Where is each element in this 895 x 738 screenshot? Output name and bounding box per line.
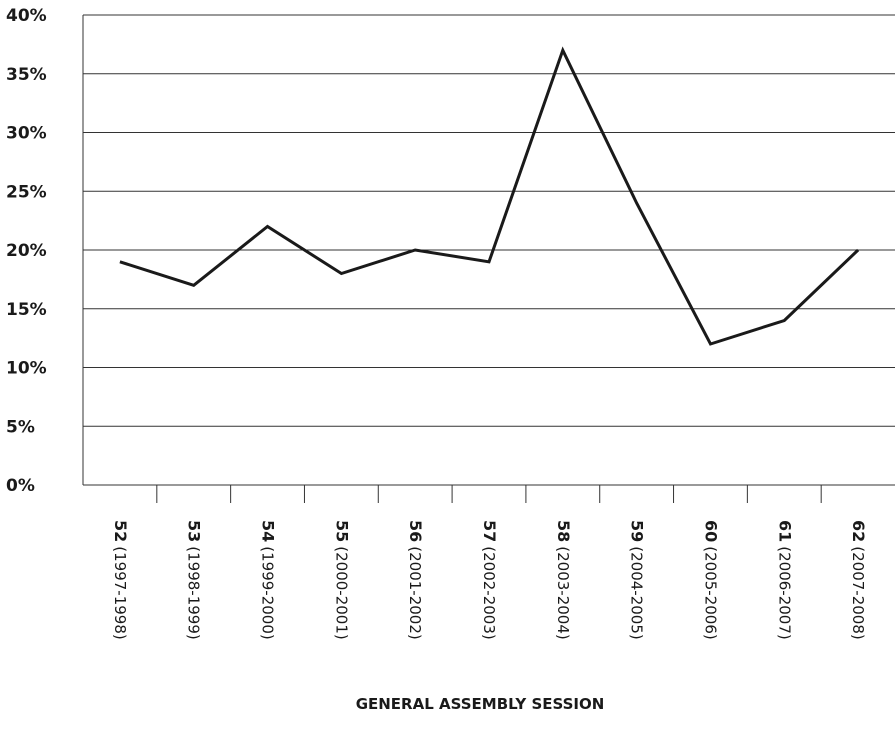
x-tick-years: (2002-2003) — [480, 546, 498, 639]
series-line — [119, 46, 860, 346]
x-tick-label: 58 (2003-2004) — [554, 520, 573, 640]
x-tick-session: 52 — [111, 520, 130, 542]
x-tick-label: 56 (2001-2002) — [406, 520, 425, 640]
x-tick-label: 54 (1999-2000) — [259, 520, 278, 640]
x-tick-session: 59 — [628, 520, 647, 542]
x-tick-label: 62 (2007-2008) — [849, 520, 868, 640]
x-tick-session: 56 — [406, 520, 425, 542]
x-tick-label: 59 (2004-2005) — [628, 520, 647, 640]
x-tick-label: 52 (1997-1998) — [111, 520, 130, 640]
y-tick-label: 10% — [6, 359, 47, 379]
x-tick-label: 57 (2002-2003) — [480, 520, 499, 640]
x-tick-label: 60 (2005-2006) — [701, 520, 720, 640]
y-tick-label: 15% — [6, 300, 47, 320]
x-axis — [156, 485, 822, 503]
x-axis-tick-labels: 52(1997-1998)53(1998-1999)54(1999-2000)5… — [111, 520, 868, 640]
x-tick-years: (2001-2002) — [406, 546, 424, 639]
x-tick-session: 55 — [332, 520, 351, 542]
y-tick-label: 25% — [6, 182, 47, 202]
y-axis-tick-labels: 0% 5% 10% 15% 20% 25% 30% 35% 40% — [6, 6, 47, 496]
x-tick-session: 60 — [701, 520, 720, 542]
x-tick-years: (1997-1998) — [111, 546, 129, 639]
y-tick-label: 35% — [6, 65, 47, 85]
x-tick-session: 61 — [775, 520, 794, 542]
y-tick-label: 30% — [6, 124, 47, 144]
x-tick-years: (2004-2005) — [628, 546, 646, 639]
y-tick-label: 5% — [6, 417, 35, 437]
series-layer — [119, 46, 860, 346]
x-tick-label: 55 (2000-2001) — [332, 520, 351, 640]
x-tick-years: (1998-1999) — [185, 546, 203, 639]
x-tick-years: (2005-2006) — [701, 546, 719, 639]
x-tick-years: (2003-2004) — [554, 546, 572, 639]
y-tick-label: 40% — [6, 6, 47, 26]
x-tick-label: 53 (1998-1999) — [185, 520, 204, 640]
x-tick-years: (2000-2001) — [332, 546, 350, 639]
x-tick-years: (2007-2008) — [849, 546, 867, 639]
x-tick-session: 57 — [480, 520, 499, 542]
x-tick-session: 58 — [554, 520, 573, 542]
y-tick-label: 20% — [6, 241, 47, 261]
x-tick-label: 61 (2006-2007) — [775, 520, 794, 640]
x-tick-session: 54 — [259, 520, 278, 542]
y-tick-label: 0% — [6, 476, 35, 496]
grid-lines — [82, 14, 895, 486]
x-tick-session: 62 — [849, 520, 868, 542]
x-axis-title: GENERAL ASSEMBLY SESSION — [356, 695, 605, 713]
x-tick-years: (1999-2000) — [259, 546, 277, 639]
x-tick-session: 53 — [185, 520, 204, 542]
x-tick-years: (2006-2007) — [775, 546, 793, 639]
